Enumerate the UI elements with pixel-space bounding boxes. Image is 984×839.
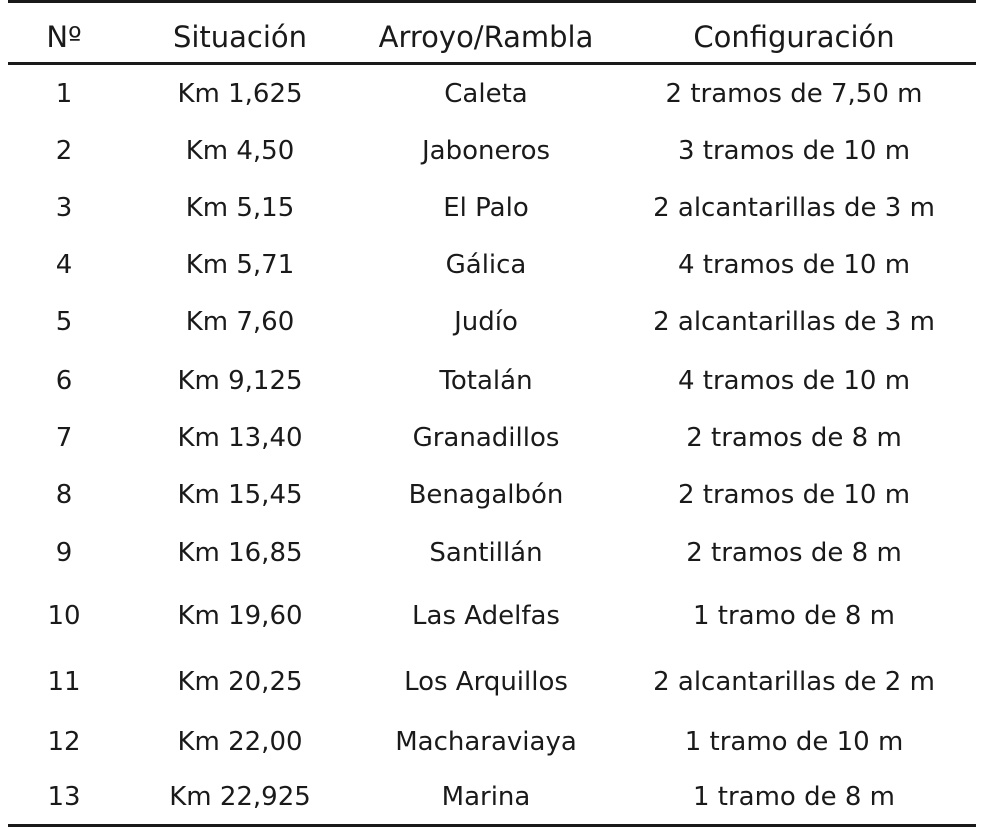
table-row: 11 Km 20,25 Los Arquillos 2 alcantarillas d…	[8, 650, 976, 714]
table-body: 1 Km 1,625 Caleta 2 tramos de 7,50 m 2 Km 4,5…	[8, 64, 976, 827]
table-row: 7 Km 13,40 Granadillos 2 tramos de 8 m	[8, 410, 976, 467]
cell-arroyo-rambla: Los Arquillos	[404, 666, 568, 697]
cell-number: 13	[8, 769, 120, 827]
header-arroyo-rambla: Arroyo/Rambla	[360, 0, 612, 65]
cell-configuracion: 2 tramos de 7,50 m	[665, 78, 923, 109]
cell-configuracion: 1 tramo de 8 m	[612, 769, 976, 827]
cell-situacion: Km 13,40	[177, 423, 303, 453]
table-row: 4 Km 5,71 Gálica 4 tramos de 10 m	[8, 237, 976, 293]
cell-configuracion: 4 tramos de 10 m	[677, 365, 911, 396]
cell-situacion: Km 5,15	[185, 193, 295, 223]
header-situacion: Situación	[120, 0, 360, 65]
cell-arroyo-rambla: Jaboneros	[421, 136, 551, 166]
cell-number: 8	[55, 480, 73, 510]
cell-configuracion: 2 alcantarillas de 3 m	[653, 193, 935, 223]
header-number: Nº	[8, 0, 120, 65]
cell-configuracion: 2 tramos de 8 m	[686, 423, 902, 453]
cell-situacion: Km 22,00	[177, 726, 303, 757]
cell-arroyo-rambla: Santillán	[429, 537, 543, 568]
cell-configuracion: 2 tramos de 8 m	[686, 537, 902, 568]
cell-number: 3	[55, 193, 73, 223]
cell-situacion: Km 15,45	[177, 480, 303, 510]
table-row: 8 Km 15,45 Benagalbón 2 tramos de 10 m	[8, 467, 976, 524]
cell-configuracion: 2 tramos de 10 m	[677, 480, 911, 510]
table-row: 13 Km 22,925 Marina 1 tramo de 8 m	[8, 769, 976, 827]
cell-configuracion: 2 alcantarillas de 2 m	[653, 666, 935, 697]
cell-arroyo-rambla: Gálica	[445, 249, 527, 280]
table-row: 2 Km 4,50 Jaboneros 3 tramos de 10 m	[8, 123, 976, 180]
cell-arroyo-rambla: El Palo	[443, 193, 529, 223]
cell-configuracion: 1 tramo de 8 m	[692, 600, 896, 631]
table-row: 9 Km 16,85 Santillán 2 tramos de 8 m	[8, 524, 976, 582]
cell-number: 6	[55, 365, 73, 396]
table-row: 5 Km 7,60 Judío 2 alcantarillas de 3 m	[8, 293, 976, 352]
cell-number: 7	[55, 423, 73, 453]
cell-situacion: Km 16,85	[177, 537, 303, 568]
cell-arroyo-rambla: Judío	[454, 307, 518, 337]
cell-arroyo-rambla: Macharaviaya	[395, 726, 577, 757]
cell-number: 4	[55, 249, 73, 280]
table-row: 3 Km 5,15 El Palo 2 alcantarillas de 3 m	[8, 180, 976, 237]
header-configuracion: Configuración	[612, 0, 976, 65]
cell-number: 10	[47, 600, 81, 631]
cell-number: 1	[55, 78, 73, 109]
cell-situacion: Km 19,60	[177, 600, 303, 631]
table-row: 1 Km 1,625 Caleta 2 tramos de 7,50 m	[8, 64, 976, 123]
cell-configuracion: 4 tramos de 10 m	[677, 249, 911, 280]
table-header-row: Nº Situación Arroyo/Rambla Configuración	[8, 0, 976, 65]
cell-situacion: Km 5,71	[185, 249, 295, 280]
cell-arroyo-rambla: Granadillos	[412, 423, 560, 453]
cell-arroyo-rambla: Totalán	[439, 365, 533, 396]
cell-configuracion: 2 alcantarillas de 3 m	[653, 307, 935, 337]
cell-arroyo-rambla: Las Adelfas	[412, 600, 560, 631]
cell-configuracion: 3 tramos de 10 m	[677, 136, 911, 166]
cell-arroyo-rambla: Caleta	[444, 78, 528, 109]
cell-situacion: Km 20,25	[177, 666, 303, 697]
data-table: Nº Situación Arroyo/Rambla Configuración…	[8, 0, 976, 827]
cell-number: 5	[55, 307, 73, 337]
table-row: 12 Km 22,00 Macharaviaya 1 tramo de 10 m	[8, 714, 976, 770]
cell-situacion: Km 1,625	[177, 78, 303, 109]
cell-number: 11	[47, 666, 81, 697]
cell-number: 2	[55, 136, 73, 166]
cell-number: 12	[47, 726, 81, 757]
cell-number: 9	[55, 537, 73, 568]
cell-arroyo-rambla: Benagalbón	[408, 480, 564, 510]
cell-arroyo-rambla: Marina	[360, 769, 612, 827]
cell-situacion: Km 7,60	[185, 307, 295, 337]
cell-configuracion: 1 tramo de 10 m	[684, 726, 904, 757]
table-row: 10 Km 19,60 Las Adelfas 1 tramo de 8 m	[8, 582, 976, 650]
cell-situacion: Km 22,925	[120, 769, 360, 827]
cell-situacion: Km 9,125	[177, 365, 303, 396]
table-row: 6 Km 9,125 Totalán 4 tramos de 10 m	[8, 352, 976, 410]
data-table-container: Nº Situación Arroyo/Rambla Configuración…	[8, 0, 976, 827]
cell-situacion: Km 4,50	[185, 136, 295, 166]
